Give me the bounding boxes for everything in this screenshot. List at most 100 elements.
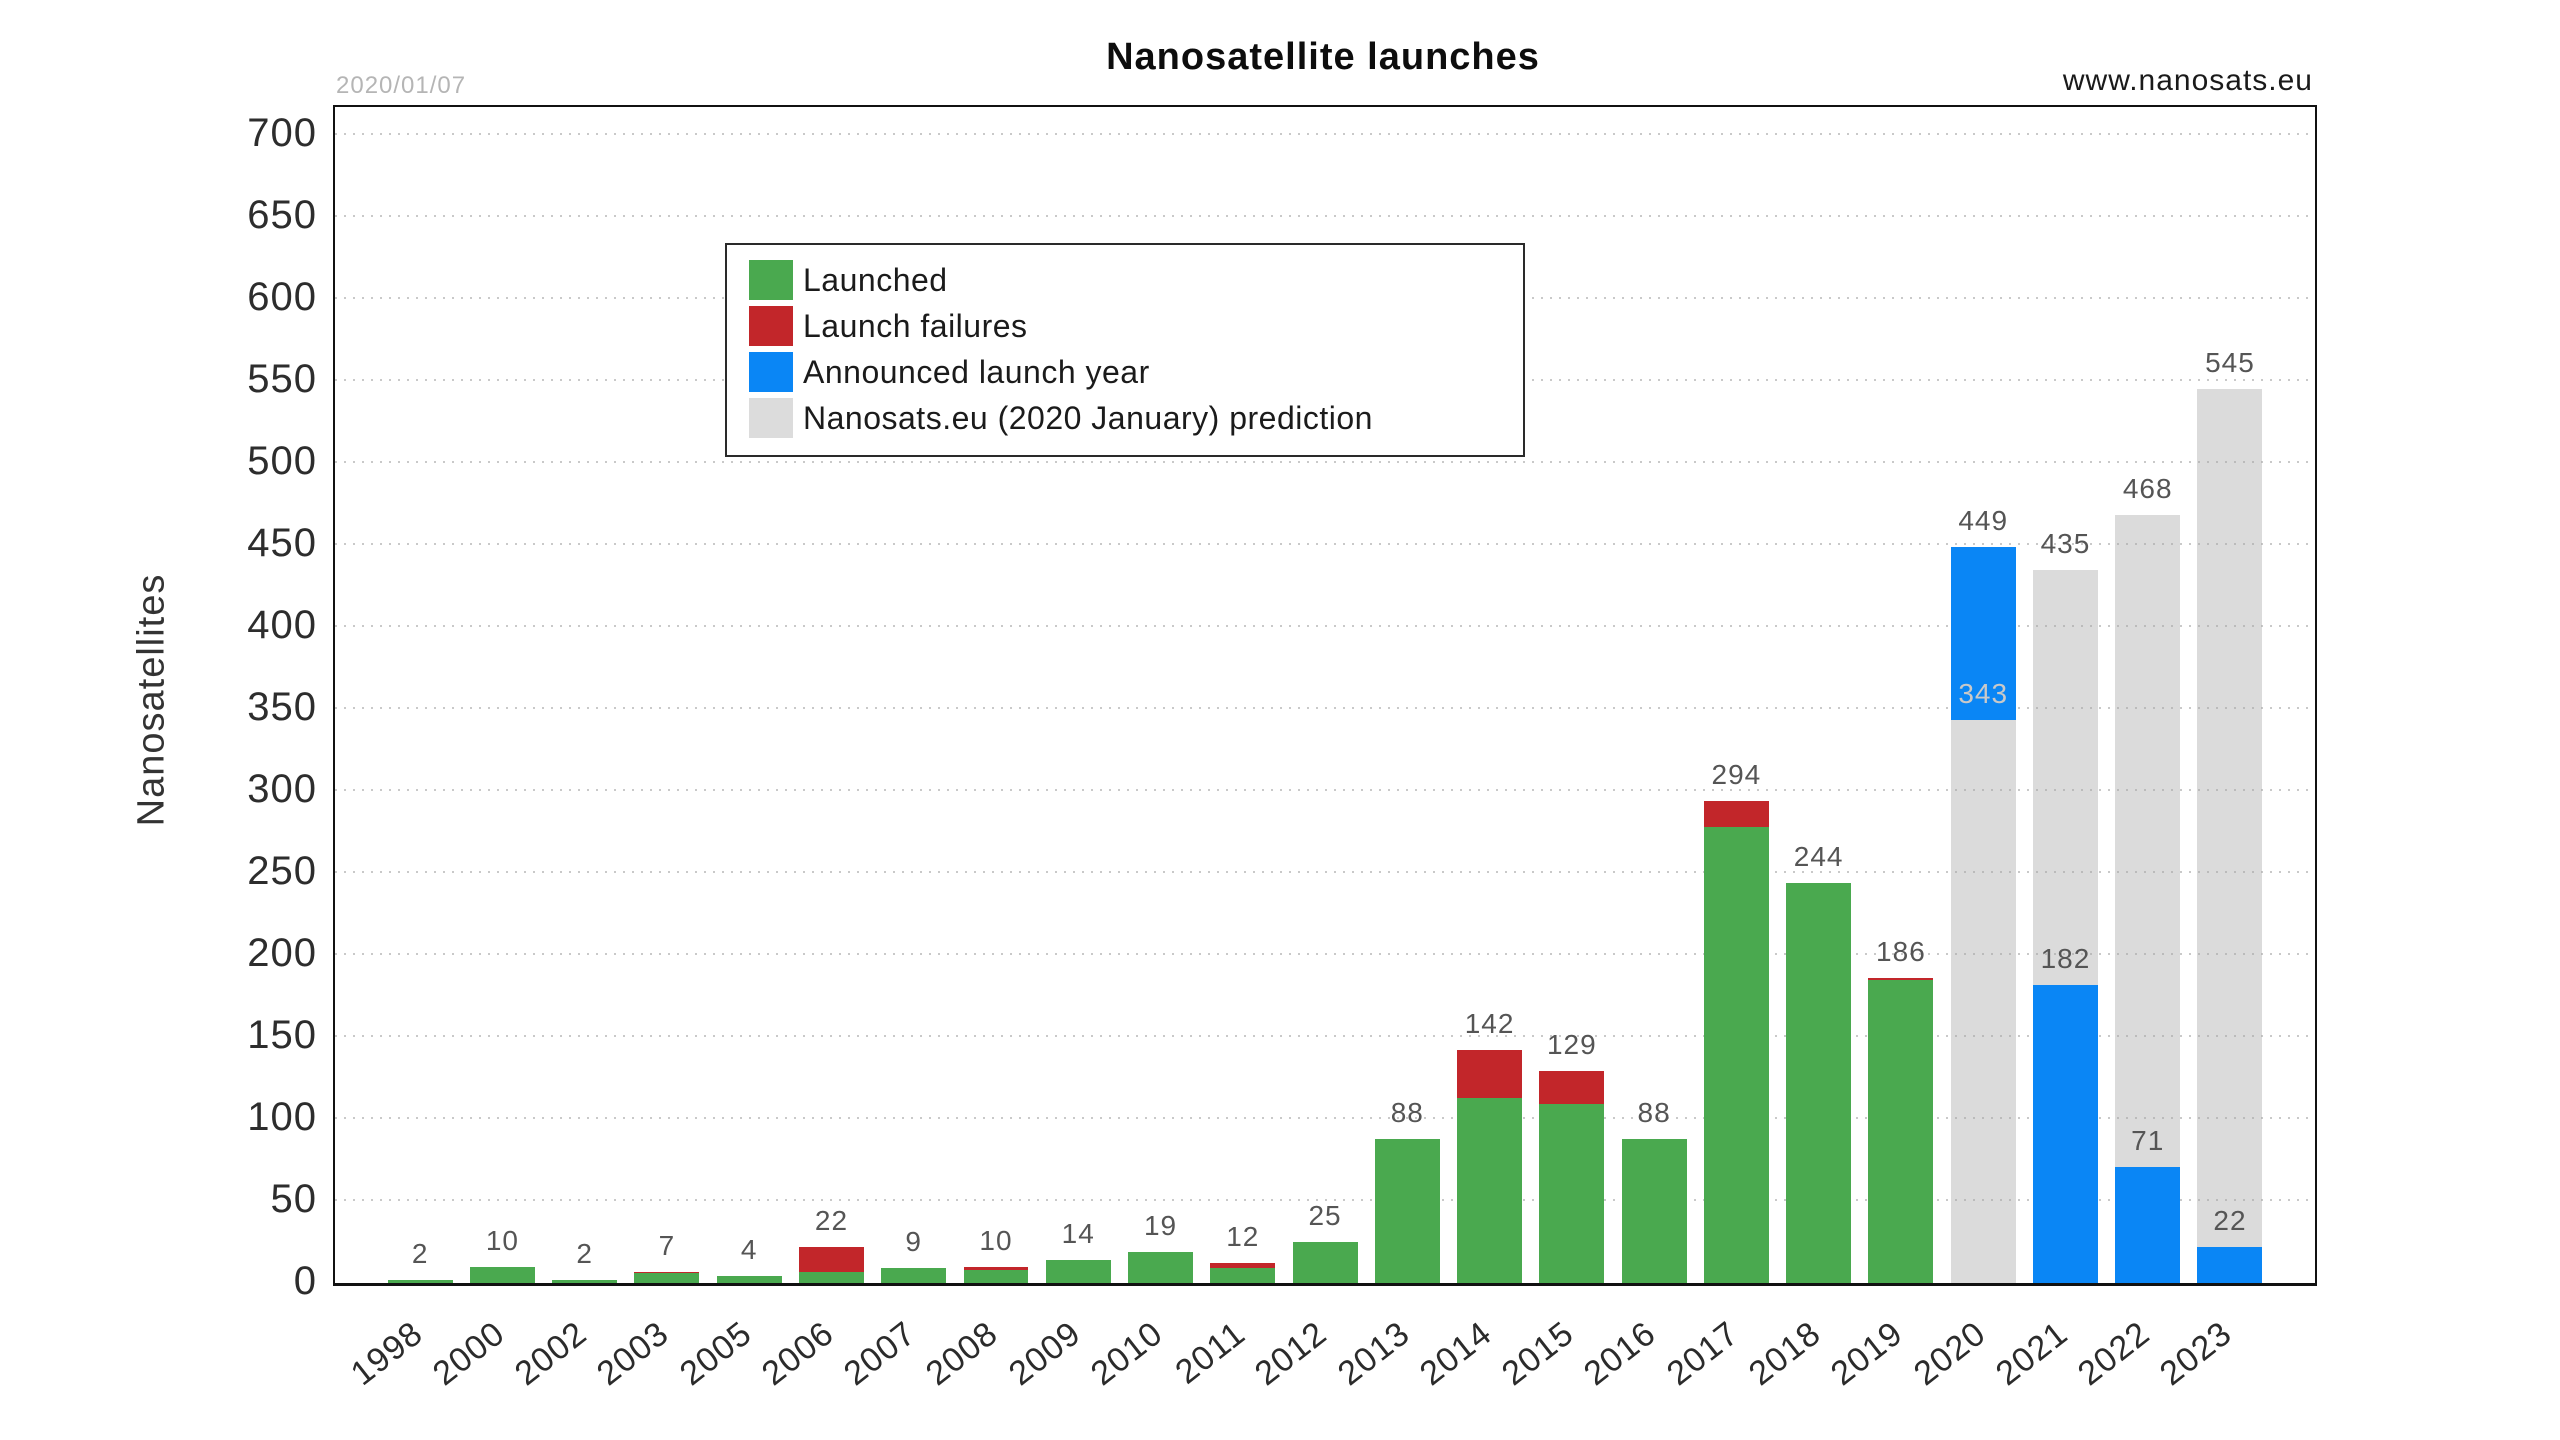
bar-segment-2010-green [1128, 1251, 1194, 1283]
legend-label: Launch failures [803, 307, 1028, 344]
y-tick-label-500: 500 [247, 438, 317, 483]
legend-label: Nanosats.eu (2020 January) prediction [803, 399, 1373, 436]
legend-swatch-gray [749, 398, 793, 438]
y-tick-label-650: 650 [247, 192, 317, 237]
bar-2011: 12 [1210, 107, 1276, 1283]
bar-segment-2006-green [798, 1271, 864, 1283]
plot-area: 2 10 2 7 4 22 9 10 14 19 12 25 88 142 129 88 294 244 186 44… [333, 105, 2317, 1286]
bar-slot-2011: 12 [1202, 107, 1284, 1283]
bar-segment-2022-gray [2115, 515, 2181, 1167]
bar-value-label-2019: 186 [1876, 935, 1926, 967]
bar-segment-2018-green [1786, 882, 1852, 1283]
y-tick-label-600: 600 [247, 274, 317, 319]
bar-segment-2016-green [1621, 1138, 1687, 1283]
y-tick-label-550: 550 [247, 356, 317, 401]
bar-2005: 4 [716, 107, 782, 1283]
bar-slot-2003: 7 [626, 107, 708, 1283]
bar-value-label-2018: 244 [1793, 840, 1844, 872]
bar-2006: 22 [798, 107, 864, 1283]
gridline-150 [335, 1034, 2315, 1037]
gridline-250 [335, 870, 2315, 873]
bar-segment-2023-blue [2197, 1246, 2263, 1283]
bar-segment-2017-green [1703, 827, 1769, 1283]
y-tick-label-0: 0 [293, 1259, 317, 1303]
gridline-350 [335, 706, 2315, 709]
bar-value-label-2011: 12 [1226, 1221, 1260, 1253]
x-tick-label-1998: 1998 [343, 1314, 430, 1394]
y-tick-label-200: 200 [247, 930, 317, 975]
bar-segment-2021-gray [2032, 569, 2098, 985]
bar-slot-2010: 19 [1119, 107, 1201, 1283]
bar-1998: 2 [387, 107, 453, 1283]
bar-2021: 435 182 [2032, 107, 2098, 1283]
bar-segment-2019-red [1868, 977, 1934, 980]
legend-swatch-green [749, 260, 793, 300]
y-tick-label-150: 150 [247, 1012, 317, 1057]
bar-segment-2003-red [634, 1271, 700, 1274]
y-tick-label-50: 50 [270, 1177, 317, 1221]
bar-slot-2017: 294 [1695, 107, 1777, 1283]
bar-value-label-2000: 10 [485, 1224, 519, 1256]
y-tick-label-100: 100 [247, 1094, 317, 1139]
bar-2012: 25 [1292, 107, 1358, 1283]
bar-slot-2022: 468 71 [2107, 107, 2189, 1283]
bars-container: 2 10 2 7 4 22 9 10 14 19 12 25 88 142 129 88 294 244 186 44… [335, 107, 2315, 1283]
y-tick-label-300: 300 [247, 766, 317, 811]
bar-segment-2014-red [1457, 1050, 1523, 1098]
bar-value-label-2007: 9 [905, 1226, 923, 1258]
bar-value-label-2003: 7 [658, 1229, 676, 1261]
website-url: www.nanosats.eu [2062, 64, 2313, 97]
bar-slot-2008: 10 [955, 107, 1037, 1283]
y-tick-label-400: 400 [247, 602, 317, 647]
bar-2007: 9 [881, 107, 947, 1283]
gridline-50 [335, 1199, 2315, 1201]
bar-value-label-2013: 88 [1390, 1096, 1424, 1128]
gridline-700 [335, 132, 2315, 135]
bar-2010: 19 [1128, 107, 1194, 1283]
bar-slot-2007: 9 [873, 107, 955, 1283]
bar-slot-2016: 88 [1613, 107, 1695, 1283]
bar-value-label-2017: 294 [1711, 758, 1762, 790]
bar-value-label-2002: 2 [576, 1237, 593, 1269]
bar-2020: 449 343 [1950, 107, 2016, 1283]
y-tick-label-250: 250 [247, 848, 317, 893]
bar-segment-2015-green [1539, 1104, 1605, 1283]
bar-2023: 545 22 [2197, 107, 2263, 1283]
legend-swatch-blue [749, 352, 793, 392]
bar-segment-2017-red [1703, 800, 1769, 828]
bar-inner-label-2020: 343 [1958, 678, 2009, 710]
bar-segment-2013-green [1374, 1138, 1440, 1283]
bar-segment-2022-blue [2115, 1166, 2181, 1283]
bar-segment-2014-green [1457, 1097, 1523, 1283]
bar-value-label-2006: 22 [814, 1204, 849, 1236]
bar-segment-1998-green [387, 1279, 453, 1283]
bar-slot-2023: 545 22 [2189, 107, 2271, 1283]
y-tick-label-450: 450 [247, 520, 317, 565]
bar-segment-2020-blue [1950, 546, 2016, 721]
bar-segment-2015-red [1539, 1071, 1605, 1105]
bar-value-label-1998: 2 [411, 1237, 429, 1269]
bar-value-label-2022: 468 [2122, 473, 2173, 505]
legend: Launched Launch failures Announced launc… [725, 243, 1525, 457]
bar-slot-2018: 244 [1778, 107, 1860, 1283]
bar-segment-2023-gray [2197, 389, 2263, 1247]
bar-segment-2012-green [1292, 1242, 1358, 1283]
bar-inner-label-2021: 182 [2040, 942, 2091, 974]
bar-value-label-2014: 142 [1464, 1008, 1515, 1040]
bar-2002: 2 [552, 107, 618, 1283]
bar-2015: 129 [1539, 107, 1605, 1283]
bar-segment-2021-blue [2032, 984, 2098, 1283]
bar-value-label-2016: 88 [1637, 1096, 1671, 1128]
bar-slot-2002: 2 [544, 107, 626, 1283]
gridline-500 [335, 460, 2315, 463]
bar-2009: 14 [1045, 107, 1111, 1283]
bar-inner-label-2022: 71 [2131, 1124, 2165, 1156]
bar-segment-2008-green [963, 1269, 1029, 1283]
bar-slot-2000: 10 [461, 107, 543, 1283]
bar-segment-2011-red [1210, 1263, 1276, 1269]
bar-2019: 186 [1868, 107, 1934, 1283]
x-tick-slot-2023: 2023 [2153, 1296, 2269, 1416]
bar-slot-2009: 14 [1037, 107, 1119, 1283]
bar-slot-2019: 186 [1860, 107, 1942, 1283]
